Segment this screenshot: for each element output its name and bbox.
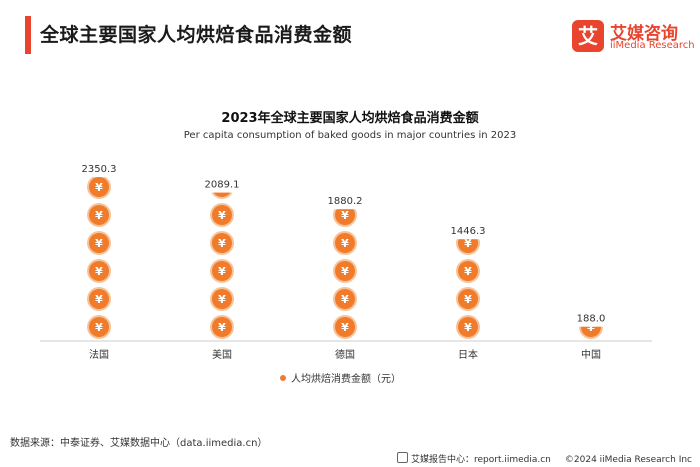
yuan-coin-icon: ¥ <box>333 259 357 283</box>
chart-title: 2023年全球主要国家人均烘焙食品消费金额 <box>221 111 479 126</box>
yuan-coin-icon: ¥ <box>333 231 357 255</box>
svg-text:¥: ¥ <box>218 293 226 306</box>
svg-text:¥: ¥ <box>95 265 103 278</box>
data-label: 188.0 <box>577 314 606 325</box>
copyright-text: ©2024 iiMedia Research Inc <box>564 455 692 465</box>
yuan-coin-icon: ¥ <box>87 259 111 283</box>
yuan-coin-icon: ¥ <box>333 209 357 227</box>
x-tick-label: 中国 <box>581 348 601 361</box>
data-source-note: 数据来源：中泰证券、艾媒数据中心（data.iimedia.cn） <box>10 438 268 449</box>
svg-text:¥: ¥ <box>218 237 226 250</box>
svg-text:¥: ¥ <box>341 265 349 278</box>
svg-text:¥: ¥ <box>341 293 349 306</box>
svg-text:¥: ¥ <box>464 237 472 250</box>
icon-column-0: ¥ ¥ ¥ ¥ ¥ ¥2350.3 法国 <box>82 164 117 361</box>
svg-text:¥: ¥ <box>587 321 595 334</box>
yuan-coin-icon: ¥ <box>210 231 234 255</box>
x-tick-label: 德国 <box>335 348 355 361</box>
data-label: 1880.2 <box>328 196 363 207</box>
svg-text:¥: ¥ <box>95 181 103 194</box>
yuan-coin-icon: ¥ <box>87 176 111 199</box>
data-label: 1446.3 <box>451 226 486 237</box>
svg-text:¥: ¥ <box>95 237 103 250</box>
icon-column-3: ¥ ¥ ¥ ¥1446.3 日本 <box>451 226 486 361</box>
legend: 人均烘焙消费金额（元） <box>280 372 401 385</box>
yuan-coin-icon: ¥ <box>579 321 603 339</box>
yuan-coin-icon: ¥ <box>210 259 234 283</box>
svg-text:¥: ¥ <box>341 209 349 222</box>
yuan-coin-icon: ¥ <box>456 315 480 339</box>
x-tick-label: 日本 <box>458 348 478 361</box>
svg-text:¥: ¥ <box>218 181 226 194</box>
data-label: 2089.1 <box>205 180 240 191</box>
report-center-link[interactable]: 艾媒报告中心：report.iimedia.cn <box>410 455 551 465</box>
yuan-coin-icon: ¥ <box>456 259 480 283</box>
x-tick-label: 法国 <box>89 348 109 361</box>
logo-mark: 艾 <box>572 20 604 52</box>
svg-text:¥: ¥ <box>464 321 472 334</box>
yuan-coin-icon: ¥ <box>456 237 480 255</box>
footer-info: 艾媒报告中心：report.iimedia.cn ©2024 iiMedia Re… <box>396 452 692 465</box>
x-tick-label: 美国 <box>212 348 232 361</box>
yuan-coin-icon: ¥ <box>87 231 111 255</box>
legend-marker <box>280 375 286 381</box>
svg-text:¥: ¥ <box>464 293 472 306</box>
svg-text:¥: ¥ <box>95 293 103 306</box>
yuan-coin-icon: ¥ <box>87 315 111 339</box>
svg-text:¥: ¥ <box>341 321 349 334</box>
yuan-coin-icon: ¥ <box>210 315 234 339</box>
svg-text:¥: ¥ <box>218 209 226 222</box>
yuan-coin-icon: ¥ <box>456 287 480 311</box>
report-center-icon <box>396 452 408 463</box>
chart-subtitle: Per capita consumption of baked goods in… <box>183 130 517 141</box>
data-label: 2350.3 <box>82 164 117 175</box>
svg-text:¥: ¥ <box>95 321 103 334</box>
svg-text:¥: ¥ <box>464 265 472 278</box>
svg-text:¥: ¥ <box>95 209 103 222</box>
brand-logo: 艾 艾媒咨询 iiMedia Research <box>572 20 695 56</box>
icon-column-4: ¥188.0 中国 <box>577 314 606 361</box>
svg-text:¥: ¥ <box>218 265 226 278</box>
yuan-coin-icon: ¥ <box>210 287 234 311</box>
yuan-coin-icon: ¥ <box>87 287 111 311</box>
legend-label: 人均烘焙消费金额（元） <box>291 372 401 385</box>
yuan-coin-icon: ¥ <box>211 181 233 199</box>
svg-text:¥: ¥ <box>218 321 226 334</box>
svg-text:¥: ¥ <box>341 237 349 250</box>
icon-column-1: ¥ ¥ ¥ ¥ ¥ ¥2089.1 美国 <box>205 180 240 361</box>
yuan-coin-icon: ¥ <box>333 315 357 339</box>
yuan-coin-icon: ¥ <box>333 287 357 311</box>
header-accent-bar <box>25 16 31 54</box>
yuan-coin-icon: ¥ <box>87 203 111 227</box>
logo-english-name: iiMedia Research <box>610 40 695 51</box>
icon-column-2: ¥ ¥ ¥ ¥ ¥1880.2 德国 <box>328 196 363 361</box>
logo-chinese-name: 艾媒咨询 <box>610 24 678 44</box>
page-title: 全球主要国家人均烘焙食品消费金额 <box>40 24 353 46</box>
yuan-coin-icon: ¥ <box>210 203 234 227</box>
